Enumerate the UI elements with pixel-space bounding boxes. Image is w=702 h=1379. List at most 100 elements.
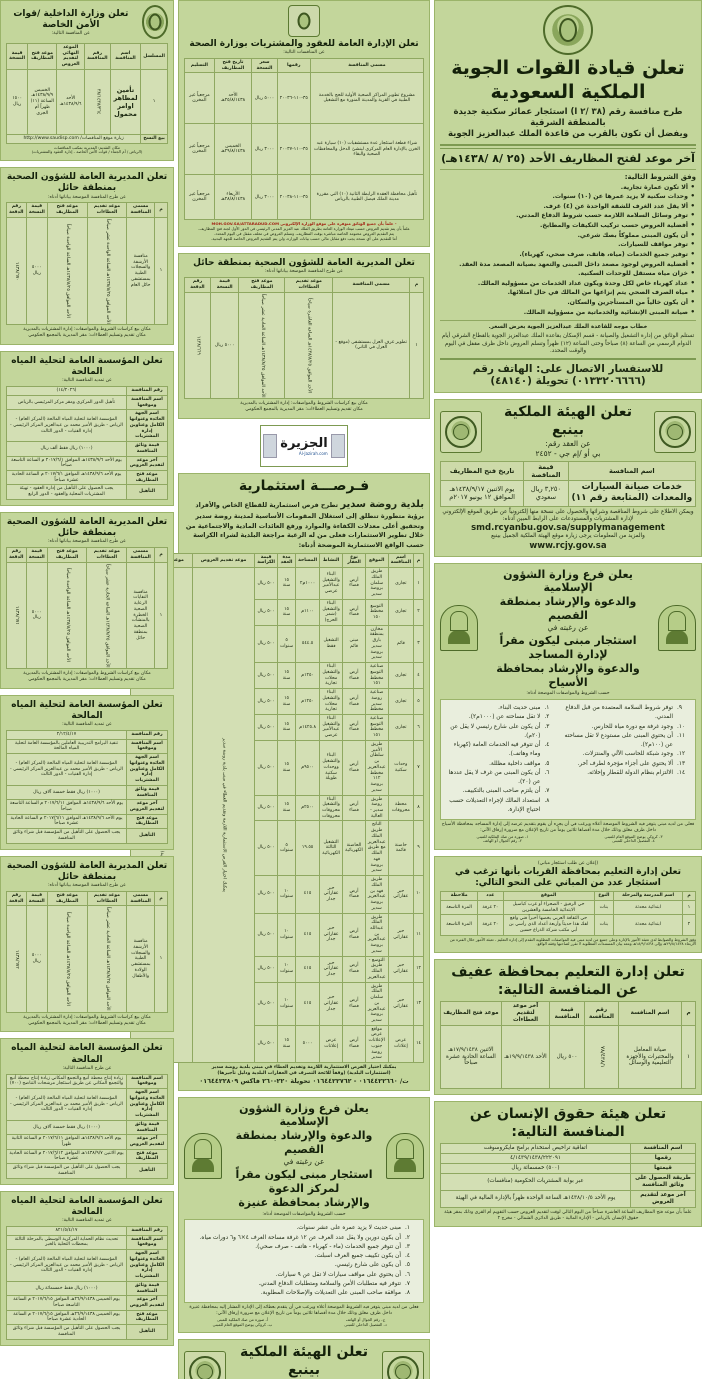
royal-commission-yanbu-emblem xyxy=(440,410,482,453)
masajid-conditions-right: ١. مبنى حديث البناء. ٢. لا تقل مساحته عن (… xyxy=(445,704,558,815)
field-label: آخر موعد لتقديم العروض xyxy=(126,455,168,472)
field-value: (١٠٠٠) ريال فقط خمسة آلاف ريال xyxy=(6,1119,127,1136)
col-name: مسمى المنافسة xyxy=(126,890,155,907)
field-value: (١٤/٢٠٢٦) xyxy=(6,386,127,396)
list-item: ١. مبنى حديث البناء. xyxy=(498,705,550,711)
rsaf-contact: للاستفسار الاتصال على: الهاتف رقم (٠١٣٣٢… xyxy=(440,358,696,387)
ad-royal-commission-yanbu-1: تعلن الهيئة الملكية بينبع عن العقد رقم: … xyxy=(434,399,702,557)
cell-price: ٥٠٠ ريال xyxy=(254,624,278,664)
list-item: ٢. لا تقل مساحته عن (١٠٠٠م٢). xyxy=(468,714,550,721)
field-label: اسم الجهة العائدة وعنوانها الكامل وعناوي… xyxy=(126,1249,168,1282)
cell-name: محطة محروقات xyxy=(387,794,415,822)
ad-education-afif: تعلن إدارة التعليم بمحافظة عفيف عن المنا… xyxy=(434,959,702,1095)
col-deadline: آخر موعد لتقديم العطاءات xyxy=(500,1001,551,1026)
cell-number: ٣٥-١١٠-٢٠٠٣٨ xyxy=(276,174,311,221)
cell-number: ٣٨/١٤٣٨/٣٦٤ xyxy=(84,68,111,135)
cell-open: الأحد الموافق ١٤٣٨/٨/٢٥هـ الساعة الواحدة… xyxy=(46,561,88,670)
cell-activity: البناء والتشغيل ووحدات سكنية طويلة xyxy=(319,739,344,796)
rsaf-note-2: تستلم الوثائق من إدارة التشغيل والصيانة … xyxy=(441,333,695,354)
ad-ministry-of-health: تعلن الإدارة العامة للعقود والمشتريات بو… xyxy=(178,0,430,248)
cell-type: أرض فضاء xyxy=(342,567,366,600)
cell-delivery: مرجعياً غير المخزن xyxy=(184,174,215,221)
rcjy1-sub-1: عن العقد رقم: xyxy=(545,439,591,449)
field-label: موعد فتح المظاريف xyxy=(126,469,168,486)
table-row: رقم المنافسة ٢/١٢/٤/١٧ xyxy=(6,729,168,740)
swcc4-table: رقم المنافسة ٨٢١/٥/٤/١٧ اسم المنافسة وموق… xyxy=(6,1225,168,1340)
hail4-footer: مكان تقديم وتسليم العطاءات: مقر المديرية… xyxy=(28,1020,146,1026)
sfs-sub: عن المنافسة التالية: xyxy=(51,31,91,37)
list-item: أفضلية العروض حسب تركيب التكيفات والمطاب… xyxy=(440,220,696,231)
cell-type: بنات xyxy=(593,914,615,936)
col-term: مدة العقد xyxy=(276,552,297,569)
table-header-row: اسم المنافسة قيمة المناقصة تاريخ فتح الم… xyxy=(439,460,697,482)
cell-term: ١٠ سنوات xyxy=(276,981,297,1026)
list-item: ألا يقل عدد الغرف للشقة الواحدة عن (٤) غ… xyxy=(440,201,696,212)
swcc2-table: رقم المنافسة ٢/١٢/٤/١٧ اسم المنافسة وموقع… xyxy=(6,729,168,844)
cell-name: تجاري xyxy=(387,662,415,690)
col-number: رقم المنافسة xyxy=(583,1001,620,1026)
table-row: ١ صيانة المعامل والمختبرات والأجهزة التع… xyxy=(440,1025,696,1089)
list-item: خزان مياه مستقل للوحدات السكنية. xyxy=(440,268,696,279)
field-label: موعد فتح المظاريف xyxy=(126,1148,168,1165)
cell-price: ٣٠٠٠ ريال xyxy=(251,123,278,176)
cell-price: ٥٠٠ ريال xyxy=(254,567,278,600)
cell-price: ٥٠٠ ريال xyxy=(254,875,278,914)
hail3-footer: مكان تقديم وتسليم العطاءات: مقر المديرية… xyxy=(28,676,146,682)
table-row: ١٣ حبر عقاراتي طريق الملك سلمان بن عبدال… xyxy=(130,981,424,1026)
cell-no: ٨ xyxy=(413,794,424,822)
rcjy1-url-1[interactable]: smd.rcyanbu.gov.sa/supplymanagement xyxy=(471,523,665,534)
cell-name: تجاري xyxy=(387,714,415,741)
list-item: ٣. أن يكون على شارع رئيسي لا يقل عن (٢٠م)… xyxy=(450,723,550,739)
cell-type: أرض فضاء xyxy=(342,688,366,715)
rcjy1-url-2[interactable]: www.rcjy.gov.sa xyxy=(529,540,607,551)
cell-activity: التشغيل فقط xyxy=(319,624,344,664)
masajid-conditions: ٩. توفر شروط السلامة المعتمدة من قبل الدف… xyxy=(440,699,696,821)
field-label: طريقة الحصول على وثائق المنافسة xyxy=(630,1172,696,1191)
al-jazirah-logo: الجزيرة Al-Jazirah.com xyxy=(260,424,348,467)
cell-term: ١٥ سنة xyxy=(276,739,297,796)
cell-open: الاثنين ١٧/٩/١٤٣٨هـ الساعة الحادية عشرة … xyxy=(440,1025,502,1089)
cell-area: ٥٠٠٠ xyxy=(295,1024,321,1064)
cell-no: ٦ xyxy=(413,714,424,741)
table-header-row: م مسمى المنافسة موعد تقديم العطاءات موعد… xyxy=(6,202,168,218)
list-item: صيانة المبنى الإنشائية والخدماتية من مسؤ… xyxy=(440,307,696,318)
cell-location: مخازن بمنطقة بارق سدير بروضة سدير xyxy=(364,624,389,664)
list-item: ٤. أن تتوفر فيه الخدمات العامة (كهرباء وم… xyxy=(453,742,550,758)
col-ref: رقم الدفعة xyxy=(6,890,27,907)
cell-area: ٤١٥ xyxy=(295,955,321,983)
cell-activity: عرض إعلانات xyxy=(319,1024,344,1064)
col-price: قيمة الكراسة xyxy=(254,552,278,569)
col-school: اسم المدرسة والمرحلة xyxy=(613,891,683,901)
col-price: قيمة النسخة xyxy=(25,202,48,218)
rsaf-conditions-list: ألا تكون عمارة تجارية. وحدات سكنية لا يز… xyxy=(440,182,696,318)
field-label: آخر موعد لتقديم العروض xyxy=(126,1134,168,1150)
cell-ref: ١٤٣٨/٦٦٩ xyxy=(184,291,211,400)
cell-area: ١٤٢٥.٨م xyxy=(295,714,321,741)
cell-name: حبر عقاراتي xyxy=(387,912,415,957)
hail2-sub: عن طرح المنافسة الموضحة بياناتها أدناه: xyxy=(47,194,127,200)
col-open: موعد فتح المظاريف xyxy=(238,277,286,293)
field-label: اسم الجهة العائدة وعنوانها الكامل وعناوي… xyxy=(126,409,168,443)
cell-price: ٥٠٠٠ ريال xyxy=(251,72,278,125)
rcjy1-footer-1: ويمكن الاطلاع على شروط المناقصة وشرائها … xyxy=(442,508,694,522)
col-ref: رقم الدفعة xyxy=(6,202,27,218)
moh-footer-note: علماً بأن يتم تقديم العروض حسب ميعاد الو… xyxy=(198,226,410,232)
newspaper-classifieds-page: تعلن قيادة القوات الجوية الملكية السعودي… xyxy=(0,0,702,1210)
field-label: اسم الجهة العائدة وعنوانها الكامل وعناوي… xyxy=(126,1088,168,1121)
ad-hail-health-3: تعلن المديرية العامة للشؤون الصحية بمنطق… xyxy=(0,511,174,689)
list-item: ٥. مواقف داخلية مظللة. xyxy=(489,760,550,767)
cell-price: ٥٠٠ ريال xyxy=(254,688,278,715)
field-label: قيمة وثائق المنافسة xyxy=(126,784,168,801)
field-label: رقمها xyxy=(630,1152,696,1164)
table-row: آخر موعد لتقديم العروض يوم الأحد ١٤٣٨/٩/٦… xyxy=(6,799,168,815)
col-delivery: التسليم xyxy=(184,57,215,74)
hail2-footer: مكان بيع كراسات الشروط والمواصفات: إدارة… xyxy=(23,327,151,333)
table-row: موعد فتح المظاريف يوم الخميس ٢٦/٩/١٤٣٨هـ … xyxy=(6,1309,168,1326)
cell-location: طريق الملك سلمان بن عبدالعزيز بروضة سدير xyxy=(364,981,389,1026)
moh-sub: عن المنافسات التالية: xyxy=(283,50,325,56)
dawa-footer-item: ب- كروكي يوضح الموقع العام للمبنى xyxy=(212,1321,273,1327)
col-no: المسلسل xyxy=(140,43,168,70)
field-label: قيمتها xyxy=(630,1162,696,1174)
swcc1-title: تعلن المؤسسة العامة لتحلية المياه المالح… xyxy=(11,355,163,378)
cell-location: التوسع مخطط ١٥٠ xyxy=(364,598,389,626)
